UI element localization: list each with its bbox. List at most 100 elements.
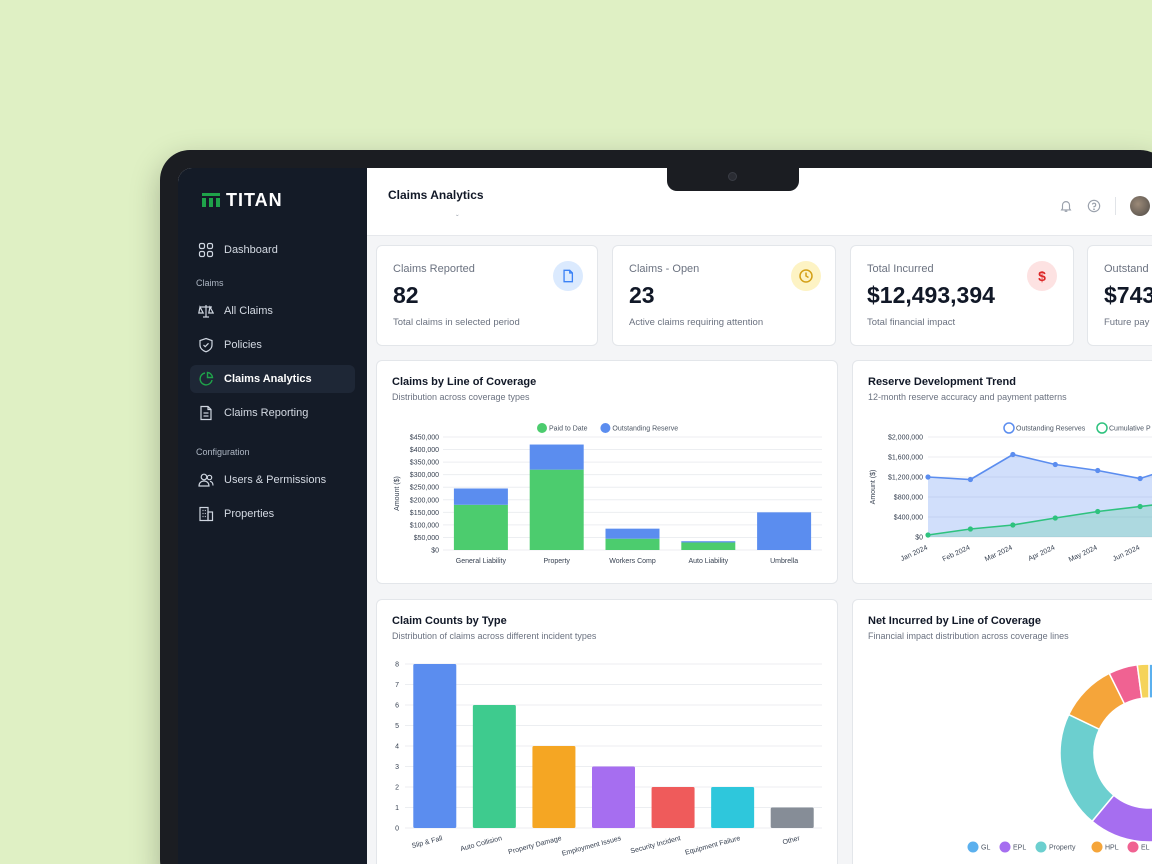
y-tick-label: 0 (395, 826, 399, 833)
sidebar-item-label: Policies (224, 339, 262, 351)
data-point (925, 474, 931, 480)
main-area: Claims Analytics ˇ Claims Reported 82 To… (367, 168, 1152, 864)
y-tick-label: 4 (395, 744, 399, 751)
stat-value: $743 (1104, 282, 1152, 308)
legend-swatch (1096, 422, 1108, 434)
y-tick-label: $450,000 (410, 435, 439, 442)
y-tick-label: $300,000 (410, 472, 439, 479)
y-tick-label: $2,000,000 (888, 435, 923, 442)
legend-swatch (967, 841, 979, 853)
panel-claim-counts: Claim Counts by Type Distribution of cla… (376, 599, 838, 864)
avatar[interactable] (1130, 196, 1150, 216)
y-tick-label: $50,000 (414, 535, 439, 542)
x-tick-label: Other (782, 835, 801, 846)
stat-label: Claims - Open (629, 263, 700, 275)
stat-card-claims-reported[interactable]: Claims Reported 82 Total claims in selec… (376, 245, 598, 346)
clock-icon (791, 261, 821, 291)
stat-card-total-incurred[interactable]: Total Incurred $12,493,394 Total financi… (850, 245, 1074, 346)
legend-label: EPL (1013, 845, 1026, 852)
sidebar-item-policies[interactable]: Policies (190, 331, 355, 359)
x-tick-label: Auto Collision (460, 835, 503, 853)
sidebar-item-claims-reporting[interactable]: Claims Reporting (190, 399, 355, 427)
title-caret-icon: ˇ (456, 214, 459, 223)
legend-swatch (600, 423, 611, 433)
panel-subtitle: Distribution of claims across different … (392, 631, 597, 641)
x-tick-label: Jan 2024 (900, 544, 929, 563)
sidebar-item-label: Claims Analytics (224, 373, 312, 385)
data-point (1010, 522, 1016, 528)
panel-title: Reserve Development Trend (868, 376, 1016, 388)
net-incurred-donut-chart: GL EPL Property HPL EL (967, 663, 1152, 853)
bar-segment (453, 488, 508, 505)
panel-title: Claims by Line of Coverage (392, 376, 537, 388)
y-tick-label: $200,000 (410, 497, 439, 504)
panel-subtitle: Financial impact distribution across cov… (868, 631, 1069, 641)
sidebar-item-claims-analytics[interactable]: Claims Analytics (190, 365, 355, 393)
bar (592, 766, 635, 828)
legend-label: Cumulative P (1109, 426, 1151, 433)
section-heading-claims: Claims (196, 278, 224, 288)
stat-card-claims-open[interactable]: Claims - Open 23 Active claims requiring… (612, 245, 836, 346)
x-tick-label: Auto Liability (688, 558, 728, 565)
x-tick-label: Employment Issues (561, 835, 622, 858)
bar-segment (681, 542, 736, 550)
bar (413, 664, 457, 828)
x-tick-label: Security Incident (630, 835, 682, 855)
grid-icon (198, 242, 214, 258)
stat-subtext: Active claims requiring attention (629, 317, 764, 328)
data-point (1010, 451, 1016, 458)
sidebar-nav: Dashboard Claims All Claims Policies Cla… (178, 236, 367, 528)
screen: TITAN Dashboard Claims All Claims Polici… (178, 168, 1152, 864)
x-tick-label: Workers Comp (609, 558, 656, 565)
sidebar-item-all-claims[interactable]: All Claims (190, 297, 355, 325)
y-tick-label: 7 (395, 682, 399, 689)
stat-card-outstanding[interactable]: Outstand $743 Future pay (1087, 245, 1152, 346)
bar (770, 807, 814, 828)
x-tick-label: Apr 2024 (1027, 544, 1056, 562)
legend-swatch (1035, 841, 1047, 853)
bar (532, 746, 576, 828)
stat-subtext: Total claims in selected period (393, 317, 520, 328)
data-point (1052, 461, 1058, 468)
logo-icon (202, 193, 220, 207)
dollar-icon: $ (1027, 261, 1057, 291)
sidebar-item-properties[interactable]: Properties (190, 500, 355, 528)
top-actions (1059, 196, 1152, 216)
sidebar-item-label: Dashboard (224, 244, 278, 256)
app-name: TITAN (226, 189, 283, 210)
donut-slice (1059, 713, 1115, 823)
stat-value: $12,493,394 (867, 282, 995, 308)
x-tick-label: May 2024 (1068, 544, 1099, 563)
sidebar-item-users-permissions[interactable]: Users & Permissions (190, 466, 355, 494)
sidebar-item-dashboard[interactable]: Dashboard (190, 236, 355, 264)
data-point (967, 526, 974, 532)
legend-label: Property (1049, 845, 1076, 852)
bar-segment (605, 528, 660, 539)
sidebar-item-label: Users & Permissions (224, 474, 327, 486)
help-icon[interactable] (1087, 199, 1101, 213)
data-point (1137, 503, 1143, 510)
bar-segment (529, 444, 584, 470)
legend-label: Outstanding Reserves (1016, 426, 1086, 433)
sidebar-item-label: All Claims (224, 305, 273, 317)
data-point (1137, 475, 1143, 482)
top-divider (1115, 197, 1116, 215)
data-point (925, 532, 931, 538)
panel-subtitle: 12-month reserve accuracy and payment pa… (868, 392, 1067, 402)
bar (472, 705, 516, 828)
laptop-frame: TITAN Dashboard Claims All Claims Polici… (160, 150, 1152, 864)
y-tick-label: $350,000 (410, 460, 439, 467)
sidebar: TITAN Dashboard Claims All Claims Polici… (178, 168, 367, 864)
document-icon (200, 405, 212, 421)
app-logo[interactable]: TITAN (178, 190, 367, 210)
y-tick-label: $1,200,000 (888, 475, 923, 482)
x-tick-label: General Liability (456, 558, 507, 565)
stat-label: Total Incurred (867, 263, 934, 275)
bar (651, 787, 695, 828)
camera-notch (667, 168, 799, 191)
stat-subtext: Future pay (1104, 317, 1150, 328)
legend-label: Paid to Date (549, 426, 588, 433)
bell-icon[interactable] (1059, 199, 1073, 213)
dashboard-content: Claims Reported 82 Total claims in selec… (367, 236, 1152, 864)
x-tick-label: Feb 2024 (941, 544, 971, 563)
